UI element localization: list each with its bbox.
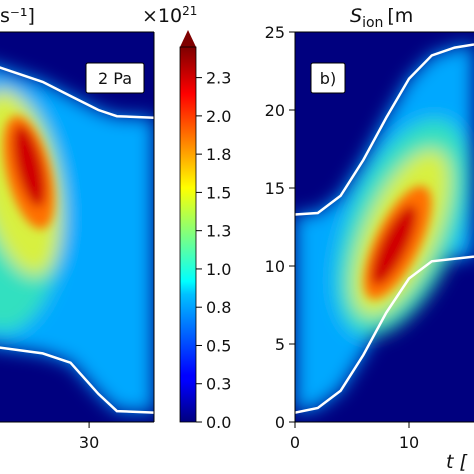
panel-a-title: s⁻¹] xyxy=(0,5,35,27)
colorbar-tick-label-2: 0.5 xyxy=(206,336,231,355)
panel-b-ytick-label-0: 0 xyxy=(275,413,285,432)
panel-b-ytick-label-1: 5 xyxy=(275,335,285,354)
colorbar-tick-label-0: 0.0 xyxy=(206,413,231,432)
panel-b-ytick-label-5: 25 xyxy=(265,23,285,42)
panel-a-peak xyxy=(13,125,46,207)
colorbar-tick-label-5: 1.3 xyxy=(206,222,231,241)
panel-b-peak xyxy=(371,205,417,286)
panel-b-ytick-label-3: 15 xyxy=(265,179,285,198)
colorbar-tick-label-7: 1.8 xyxy=(206,145,231,164)
panel-a-x-ticks: 30 xyxy=(79,422,99,452)
colorbar-multiplier: ×1021 xyxy=(142,4,197,27)
panel-b-ytick-label-4: 20 xyxy=(265,101,285,120)
panel-b-title: Sion [m xyxy=(350,5,413,31)
panel-a-xtick-label-0: 30 xyxy=(79,433,99,452)
panel-a-annotation-box xyxy=(85,62,145,94)
colorbar-tick-label-9: 2.3 xyxy=(206,69,231,88)
panel-b-lower-boundary xyxy=(295,255,474,414)
colorbar-bar xyxy=(180,47,196,422)
colorbar-tick-label-6: 1.5 xyxy=(206,183,231,202)
panel-b-heatmap xyxy=(295,32,474,422)
panel-b-y-ticks: 0 5 10 15 20 25 xyxy=(265,23,295,432)
panel-b-label: b) xyxy=(320,69,336,88)
panel-b-label-box xyxy=(310,62,346,94)
panel-a-lower-boundary xyxy=(0,346,154,414)
panel-b-xtick-label-0: 0 xyxy=(290,433,300,452)
colorbar-tick-label-8: 2.0 xyxy=(206,107,231,126)
colorbar-tick-label-3: 0.8 xyxy=(206,298,231,317)
colorbar-frame xyxy=(179,46,197,423)
panel-b-ytick-label-2: 10 xyxy=(265,257,285,276)
colorbar-tick-label-1: 0.3 xyxy=(206,375,231,394)
panel-b-x-ticks: 0 10 xyxy=(290,422,419,452)
colorbar-extend-arrow xyxy=(180,30,196,47)
panel-a-upper-boundary xyxy=(0,66,154,120)
panel-b-upper-boundary xyxy=(295,43,474,216)
panel-b-xtick-label-1: 10 xyxy=(399,433,419,452)
colorbar-tick-label-4: 1.0 xyxy=(206,260,231,279)
panel-a-annotation: 2 Pa xyxy=(98,69,132,88)
colorbar-ticks: 0.0 0.3 0.5 0.8 1.0 1.3 1.5 1.8 2.0 2.3 xyxy=(196,69,231,432)
panel-a-heatmap xyxy=(0,32,154,422)
panel-b-xlabel: t [ xyxy=(446,451,467,473)
